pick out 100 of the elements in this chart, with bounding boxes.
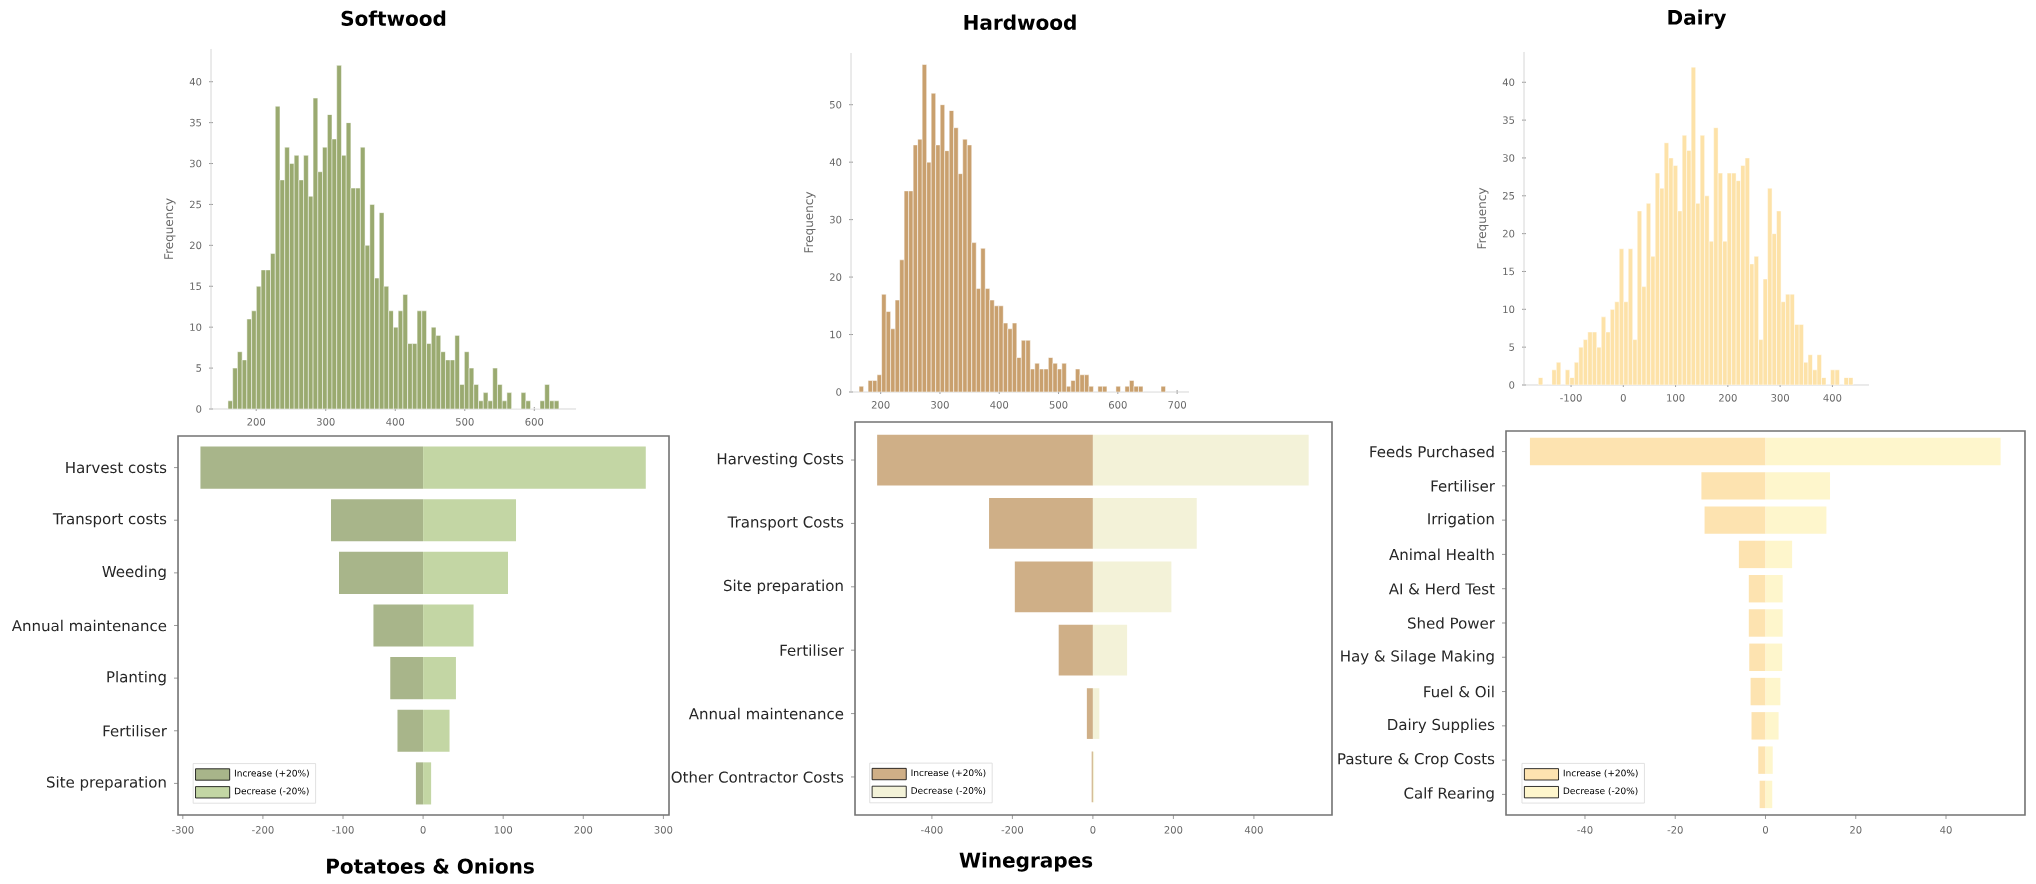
y-tick-label: Calf Rearing [1404, 787, 1494, 802]
bar [1704, 506, 1766, 534]
x-tick-label: 0 [420, 826, 426, 834]
bar [1058, 624, 1093, 676]
bar [1092, 561, 1172, 613]
legend-label: Decrease (-20%) [234, 787, 309, 796]
bar [1765, 780, 1773, 809]
bar [1092, 498, 1197, 549]
x-tick-label: 300 [931, 401, 949, 409]
y-tick-label: Fertiliser [1431, 480, 1495, 492]
bar [1765, 712, 1779, 740]
y-tick-label: 0 [1509, 381, 1515, 389]
x-tick-label: 40 [1940, 826, 1952, 834]
y-tick-label: 30 [829, 215, 842, 224]
y-tick-label: 0 [836, 388, 842, 396]
y-tick-label: 25 [1502, 191, 1515, 200]
y-tick-label: 20 [829, 273, 842, 281]
bar [423, 604, 474, 647]
bar [1748, 609, 1766, 637]
x-tick-label: 200 [871, 401, 890, 409]
y-tick-label: Annual maintenance [688, 707, 844, 720]
x-tick-label: 20 [1850, 826, 1862, 834]
x-tick-label: 500 [456, 418, 474, 426]
bar [1765, 609, 1783, 637]
y-tick-label: 10 [1503, 305, 1515, 314]
chart-title: Softwood [341, 10, 446, 26]
x-tick-label: -200 [1001, 826, 1024, 834]
x-tick-label: 200 [247, 418, 266, 426]
bar [1751, 712, 1766, 740]
y-tick-label: 5 [1509, 343, 1515, 351]
bar [1529, 437, 1766, 466]
y-tick-label: 40 [829, 158, 842, 166]
y-tick-label: Transport Costs [727, 516, 844, 531]
bar [1086, 688, 1093, 739]
y-tick-label: Irrigation [1428, 512, 1494, 528]
bar [1748, 574, 1766, 603]
y-axis-title: Frequency [804, 191, 816, 253]
x-tick-label: -200 [252, 826, 274, 834]
y-tick-label: 35 [1502, 116, 1515, 124]
x-tick-label: 400 [1823, 394, 1842, 402]
y-tick-label: 10 [190, 323, 202, 331]
y-tick-label: AI & Herd Test [1388, 582, 1495, 595]
bar [1765, 437, 2001, 466]
legend-label: Decrease (-20%) [1563, 787, 1638, 796]
y-tick-label: 30 [189, 159, 202, 168]
x-tick-label: 600 [525, 418, 544, 426]
y-tick-label: 35 [189, 118, 202, 127]
x-tick-label: 200 [574, 826, 593, 834]
x-tick-label: 0 [1090, 826, 1096, 834]
bar [1758, 746, 1766, 774]
x-tick-label: -20 [1667, 826, 1683, 834]
x-tick-label: 500 [1049, 401, 1068, 409]
y-tick-label: Pasture & Crop Costs [1338, 753, 1495, 768]
y-tick-label: Weeding [102, 565, 166, 581]
y-tick-label: Annual maintenance [11, 619, 167, 632]
y-tick-label: 20 [189, 241, 202, 250]
bar [1749, 643, 1766, 671]
bar [1765, 574, 1783, 603]
y-tick-label: Feeds Purchased [1370, 445, 1494, 458]
x-tick-label: 300 [1771, 394, 1790, 402]
y-tick-label: Animal Health [1389, 548, 1494, 561]
bar [200, 446, 424, 489]
bar [989, 498, 1093, 549]
legend-label: Increase (+20%) [1563, 769, 1638, 778]
x-tick-label: -100 [1560, 394, 1582, 402]
x-tick-label: 600 [1108, 401, 1127, 409]
legend-label: Decrease (-20%) [911, 786, 986, 795]
bar [1765, 472, 1831, 500]
x-tick-label: 300 [316, 418, 335, 426]
y-tick-label: Other Contractor Costs [671, 771, 844, 783]
y-tick-label: Transport costs [52, 513, 167, 528]
text: Potatoes & Onions [327, 858, 534, 874]
x-tick-label: -40 [1577, 826, 1593, 834]
y-axis-title: Frequency [164, 198, 176, 259]
bar [390, 657, 424, 700]
y-tick-label: Harvest costs [66, 462, 167, 474]
x-tick-label: 0 [1620, 394, 1626, 402]
bar [1765, 506, 1827, 534]
bar [1092, 688, 1100, 739]
legend-label: Increase (+20%) [234, 769, 309, 778]
bar [331, 499, 424, 542]
y-tick-label: Site preparation [46, 776, 166, 791]
text: Winegrapes [959, 852, 1093, 872]
y-tick-label: Site preparation [723, 579, 843, 595]
y-tick-label: Planting [107, 670, 166, 686]
y-tick-label: 15 [1503, 267, 1515, 276]
x-tick-label: 200 [1164, 826, 1183, 834]
bar [373, 604, 424, 647]
x-tick-label: 200 [1719, 394, 1737, 402]
bar [1765, 643, 1783, 671]
chart-title: Hardwood [964, 14, 1076, 30]
y-tick-label: 30 [1502, 154, 1515, 162]
bar [339, 551, 424, 594]
y-tick-label: Fertiliser [780, 644, 844, 656]
x-tick-label: 400 [990, 401, 1009, 409]
y-tick-label: 40 [1502, 78, 1515, 87]
bar [415, 762, 424, 805]
x-tick-label: -100 [332, 826, 354, 834]
x-tick-label: -400 [921, 826, 943, 834]
x-tick-label: 100 [1667, 394, 1685, 402]
